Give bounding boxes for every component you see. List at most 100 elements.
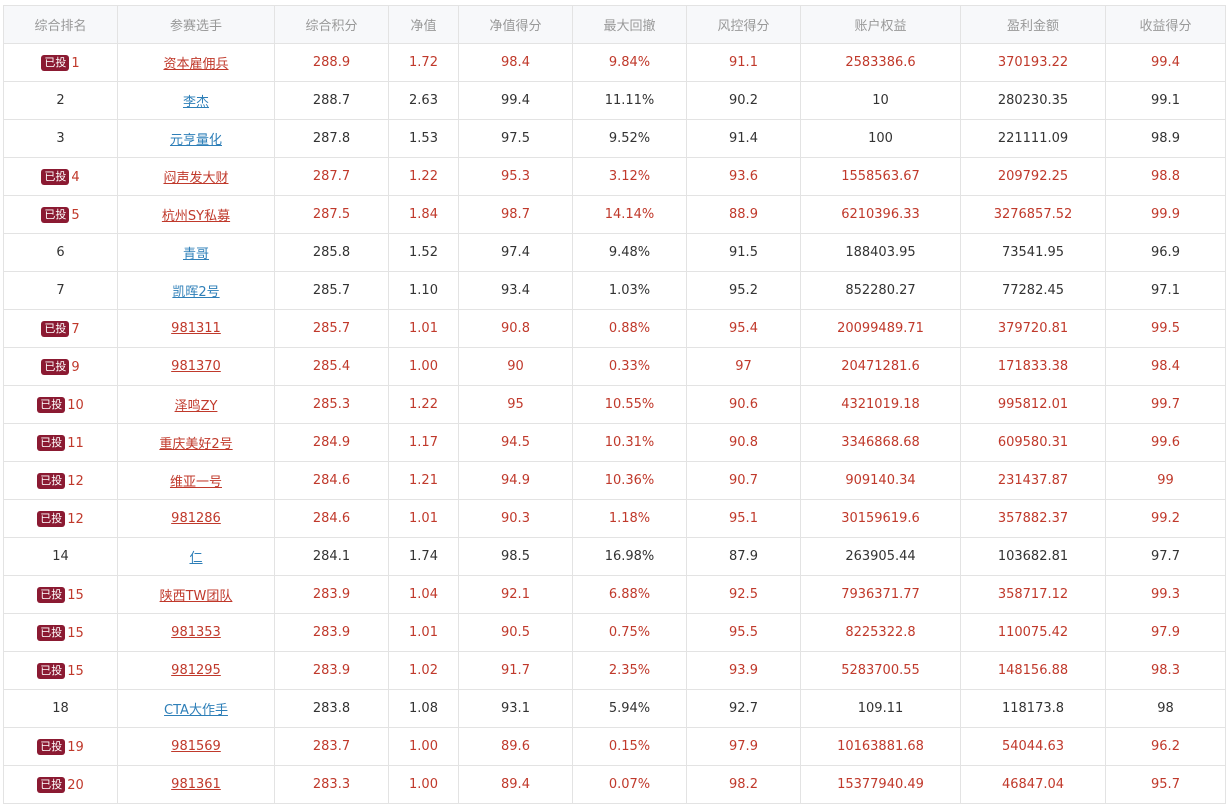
header-rank[interactable]: 综合排名 — [3, 5, 118, 44]
score-cell: 284.1 — [274, 537, 389, 576]
return-score-cell: 99.9 — [1105, 195, 1226, 234]
player-link[interactable]: 维亚一号 — [169, 475, 222, 490]
player-link[interactable]: 981353 — [171, 625, 221, 640]
nav-score-cell: 95 — [458, 385, 573, 424]
rank-number: 14 — [52, 549, 69, 564]
player-link[interactable]: 981286 — [171, 511, 221, 526]
header-score[interactable]: 综合积分 — [274, 5, 389, 44]
header-nav[interactable]: 净值 — [388, 5, 459, 44]
player-cell: 李杰 — [117, 81, 275, 120]
profit-cell: 3276857.52 — [960, 195, 1106, 234]
rank-number: 7 — [71, 321, 80, 337]
table-row: 已投 7 981311 285.7 1.01 90.8 0.88% 95.4 20099489.… — [3, 309, 1226, 348]
header-profit[interactable]: 盈利金额 — [960, 5, 1106, 44]
header-equity[interactable]: 账户权益 — [800, 5, 961, 44]
player-link[interactable]: 李杰 — [182, 95, 209, 110]
rank-cell: 已投 12 — [3, 461, 118, 500]
invested-badge: 已投 — [37, 738, 66, 755]
player-link[interactable]: 青哥 — [182, 247, 209, 262]
table-row: 3 元亨量化 287.8 1.53 97.5 9.52% 91.4 100 221111.09 9… — [3, 119, 1226, 158]
rank-number: 1 — [71, 55, 80, 71]
nav-cell: 1.22 — [388, 385, 459, 424]
player-link[interactable]: 泽鸣ZY — [174, 399, 218, 414]
risk-score-cell: 90.7 — [686, 461, 801, 500]
return-score-cell: 99.6 — [1105, 423, 1226, 462]
max-drawdown-cell: 0.75% — [572, 613, 687, 652]
table-row: 2 李杰 288.7 2.63 99.4 11.11% 90.2 10 280230.35 99.… — [3, 81, 1226, 120]
risk-score-cell: 92.5 — [686, 575, 801, 614]
header-player[interactable]: 参赛选手 — [117, 5, 275, 44]
rank-number: 10 — [67, 397, 84, 413]
return-score-cell: 99.4 — [1105, 43, 1226, 82]
player-link[interactable]: 凯晖2号 — [172, 285, 220, 300]
table-row: 已投 12 981286 284.6 1.01 90.3 1.18% 95.1 30159619… — [3, 499, 1226, 538]
rank-cell: 已投 10 — [3, 385, 118, 424]
rank-cell: 已投 9 — [3, 347, 118, 386]
profit-cell: 379720.81 — [960, 309, 1106, 348]
profit-cell: 148156.88 — [960, 651, 1106, 690]
rank-number: 6 — [56, 245, 65, 260]
table-header-row: 综合排名 参赛选手 综合积分 净值 净值得分 最大回撤 风控得分 账户权益 盈利… — [3, 5, 1226, 44]
profit-cell: 221111.09 — [960, 119, 1106, 158]
risk-score-cell: 91.4 — [686, 119, 801, 158]
header-nav-score[interactable]: 净值得分 — [458, 5, 573, 44]
rank-number: 15 — [67, 587, 84, 603]
rank-cell: 已投 7 — [3, 309, 118, 348]
header-max-drawdown[interactable]: 最大回撤 — [572, 5, 687, 44]
player-link[interactable]: 元亨量化 — [169, 133, 222, 148]
table-row: 已投 1 资本雇佣兵 288.9 1.72 98.4 9.84% 91.1 2583386.6 3… — [3, 43, 1226, 82]
risk-score-cell: 87.9 — [686, 537, 801, 576]
player-cell: 陕西TW团队 — [117, 575, 275, 614]
player-link[interactable]: 981361 — [171, 777, 221, 792]
return-score-cell: 95.7 — [1105, 765, 1226, 804]
return-score-cell: 99.5 — [1105, 309, 1226, 348]
header-risk-score[interactable]: 风控得分 — [686, 5, 801, 44]
return-score-cell: 99.3 — [1105, 575, 1226, 614]
table-row: 已投 15 981353 283.9 1.01 90.5 0.75% 95.5 8225322.… — [3, 613, 1226, 652]
equity-cell: 20099489.71 — [800, 309, 961, 348]
player-link[interactable]: 981569 — [171, 739, 221, 754]
player-link[interactable]: 资本雇佣兵 — [163, 57, 229, 72]
equity-cell: 20471281.6 — [800, 347, 961, 386]
player-link[interactable]: 重庆美好2号 — [159, 437, 233, 452]
nav-cell: 1.01 — [388, 499, 459, 538]
nav-cell: 1.10 — [388, 271, 459, 310]
profit-cell: 231437.87 — [960, 461, 1106, 500]
max-drawdown-cell: 10.55% — [572, 385, 687, 424]
profit-cell: 370193.22 — [960, 43, 1106, 82]
rank-number: 15 — [67, 625, 84, 641]
equity-cell: 100 — [800, 119, 961, 158]
max-drawdown-cell: 11.11% — [572, 81, 687, 120]
equity-cell: 7936371.77 — [800, 575, 961, 614]
risk-score-cell: 90.8 — [686, 423, 801, 462]
player-link[interactable]: 981311 — [171, 321, 221, 336]
rank-cell: 7 — [3, 271, 118, 310]
player-link[interactable]: 981370 — [171, 359, 221, 374]
rank-cell: 已投 15 — [3, 575, 118, 614]
table-row: 已投 10 泽鸣ZY 285.3 1.22 95 10.55% 90.6 4321019.18 9… — [3, 385, 1226, 424]
return-score-cell: 98.8 — [1105, 157, 1226, 196]
nav-cell: 1.00 — [388, 347, 459, 386]
player-cell: 闷声发大财 — [117, 157, 275, 196]
rank-number: 4 — [71, 169, 80, 185]
max-drawdown-cell: 10.31% — [572, 423, 687, 462]
player-link[interactable]: 陕西TW团队 — [159, 589, 233, 604]
profit-cell: 609580.31 — [960, 423, 1106, 462]
player-link[interactable]: 杭州SY私募 — [161, 209, 231, 224]
player-link[interactable]: 981295 — [171, 663, 221, 678]
score-cell: 283.9 — [274, 651, 389, 690]
score-cell: 283.9 — [274, 613, 389, 652]
player-link[interactable]: 仁 — [189, 551, 203, 566]
score-cell: 283.3 — [274, 765, 389, 804]
risk-score-cell: 95.2 — [686, 271, 801, 310]
risk-score-cell: 88.9 — [686, 195, 801, 234]
score-cell: 285.7 — [274, 309, 389, 348]
player-link[interactable]: CTA大作手 — [164, 703, 228, 718]
rank-number: 9 — [71, 359, 80, 375]
nav-score-cell: 90.8 — [458, 309, 573, 348]
header-return-score[interactable]: 收益得分 — [1105, 5, 1226, 44]
rank-cell: 6 — [3, 233, 118, 272]
score-cell: 283.8 — [274, 689, 389, 728]
player-link[interactable]: 闷声发大财 — [163, 171, 229, 186]
nav-score-cell: 94.9 — [458, 461, 573, 500]
